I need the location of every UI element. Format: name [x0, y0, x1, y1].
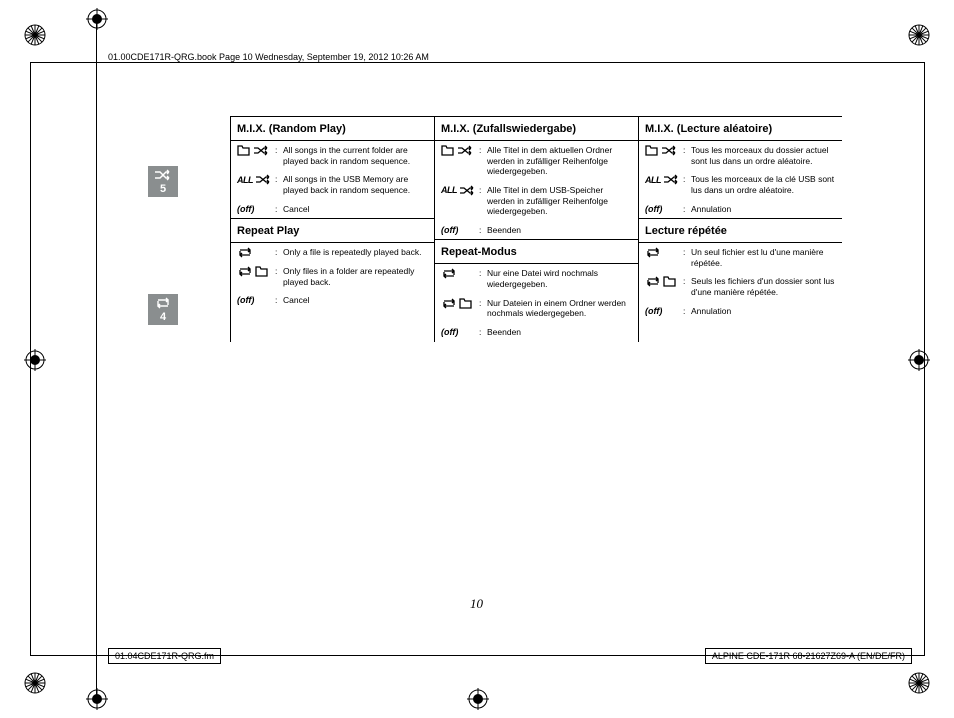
off-icon: (off): [645, 306, 683, 316]
colon: :: [479, 268, 487, 278]
page-number: 10: [470, 596, 483, 612]
colon: :: [275, 247, 283, 257]
frame-line: [30, 62, 924, 63]
repeat-folder-icon: [441, 298, 479, 309]
folder-shuffle-icon: [237, 145, 275, 156]
content-table: M.I.X. (Random Play):All songs in the cu…: [138, 116, 912, 342]
mode-desc: Tous les morceaux du dossier actuel sont…: [691, 145, 836, 166]
repeat-icon: [645, 247, 683, 258]
lang-column: M.I.X. (Zufallswiedergabe):Alle Titel in…: [434, 116, 638, 342]
repeat-folder-icon: [645, 276, 683, 287]
off-icon: (off): [441, 327, 479, 337]
colon: :: [275, 174, 283, 184]
colon: :: [275, 145, 283, 155]
colon: :: [479, 298, 487, 308]
mode-desc: Beenden: [487, 327, 632, 338]
mode-row: ALL:All songs in the USB Memory are play…: [231, 170, 434, 199]
all-shuffle-icon: ALL: [237, 174, 275, 185]
mode-row: :Alle Titel in dem aktuellen Ordner werd…: [435, 141, 638, 181]
reg-mark-icon: [908, 672, 930, 694]
section-heading: Lecture répétée: [639, 218, 842, 243]
repeat-folder-icon: [237, 266, 275, 277]
mode-desc: Cancel: [283, 295, 428, 306]
mode-desc: Annulation: [691, 306, 836, 317]
mode-row: :Nur eine Datei wird nochmals wiedergege…: [435, 264, 638, 293]
mode-desc: Tous les morceaux de la clé USB sont lus…: [691, 174, 836, 195]
mode-row: :Seuls les fichiers d'un dossier sont lu…: [639, 272, 842, 301]
mode-row: :Only a file is repeatedly played back.: [231, 243, 434, 262]
mode-desc: Annulation: [691, 204, 836, 215]
colon: :: [479, 225, 487, 235]
colon: :: [683, 306, 691, 316]
repeat-icon: [237, 247, 275, 258]
off-icon: (off): [441, 225, 479, 235]
section-heading: Repeat Play: [231, 218, 434, 243]
off-icon: (off): [237, 295, 275, 305]
mode-row: (off):Cancel: [231, 200, 434, 219]
reg-cross-icon: [86, 688, 108, 710]
mode-row: :All songs in the current folder are pla…: [231, 141, 434, 170]
off-icon: (off): [237, 204, 275, 214]
colon: :: [479, 145, 487, 155]
mode-desc: Only files in a folder are repeatedly pl…: [283, 266, 428, 287]
mode-row: ALL:Alle Titel in dem USB-Speicher werde…: [435, 181, 638, 221]
section-heading: M.I.X. (Zufallswiedergabe): [435, 116, 638, 141]
all-shuffle-icon: ALL: [441, 185, 479, 196]
mode-row: ALL:Tous les morceaux de la clé USB sont…: [639, 170, 842, 199]
mode-desc: All songs in the USB Memory are played b…: [283, 174, 428, 195]
mode-row: (off):Annulation: [639, 302, 842, 321]
reg-mark-icon: [24, 672, 46, 694]
reg-cross-icon: [467, 688, 489, 710]
reg-cross-icon: [24, 349, 46, 371]
mode-row: :Un seul fichier est lu d'une manière ré…: [639, 243, 842, 272]
frame-line: [96, 20, 97, 698]
footer-left: 01.04CDE171R-QRG.fm: [108, 648, 221, 664]
mode-row: :Tous les morceaux du dossier actuel son…: [639, 141, 842, 170]
colon: :: [683, 204, 691, 214]
repeat-icon: [441, 268, 479, 279]
off-icon: (off): [645, 204, 683, 214]
reg-cross-icon: [86, 8, 108, 30]
footer-right: ALPINE CDE-171R 68-21627Z69-A (EN/DE/FR): [705, 648, 912, 664]
colon: :: [479, 327, 487, 337]
colon: :: [275, 295, 283, 305]
section-heading: M.I.X. (Random Play): [231, 116, 434, 141]
header-path: 01.00CDE171R-QRG.book Page 10 Wednesday,…: [108, 52, 429, 62]
colon: :: [275, 266, 283, 276]
mode-desc: Seuls les fichiers d'un dossier sont lus…: [691, 276, 836, 297]
mode-row: (off):Annulation: [639, 200, 842, 219]
mode-desc: Un seul fichier est lu d'une manière rép…: [691, 247, 836, 268]
colon: :: [683, 174, 691, 184]
mode-desc: Beenden: [487, 225, 632, 236]
mode-desc: Alle Titel in dem USB-Speicher werden in…: [487, 185, 632, 217]
mode-desc: Nur eine Datei wird nochmals wiedergegeb…: [487, 268, 632, 289]
mode-row: (off):Beenden: [435, 323, 638, 342]
mode-row: (off):Beenden: [435, 221, 638, 240]
mode-desc: All songs in the current folder are play…: [283, 145, 428, 166]
section-heading: Repeat-Modus: [435, 239, 638, 264]
reg-mark-icon: [24, 24, 46, 46]
all-shuffle-icon: ALL: [645, 174, 683, 185]
mode-row: :Nur Dateien in einem Ordner werden noch…: [435, 294, 638, 323]
mode-desc: Cancel: [283, 204, 428, 215]
lang-column: M.I.X. (Lecture aléatoire):Tous les morc…: [638, 116, 842, 342]
mode-row: :Only files in a folder are repeatedly p…: [231, 262, 434, 291]
mode-desc: Nur Dateien in einem Ordner werden nochm…: [487, 298, 632, 319]
lang-column: M.I.X. (Random Play):All songs in the cu…: [230, 116, 434, 342]
mode-desc: Only a file is repeatedly played back.: [283, 247, 428, 258]
folder-shuffle-icon: [441, 145, 479, 156]
mode-row: (off):Cancel: [231, 291, 434, 310]
mode-desc: Alle Titel in dem aktuellen Ordner werde…: [487, 145, 632, 177]
colon: :: [683, 276, 691, 286]
folder-shuffle-icon: [645, 145, 683, 156]
section-heading: M.I.X. (Lecture aléatoire): [639, 116, 842, 141]
colon: :: [479, 185, 487, 195]
colon: :: [683, 145, 691, 155]
colon: :: [683, 247, 691, 257]
reg-cross-icon: [908, 349, 930, 371]
colon: :: [275, 204, 283, 214]
reg-mark-icon: [908, 24, 930, 46]
